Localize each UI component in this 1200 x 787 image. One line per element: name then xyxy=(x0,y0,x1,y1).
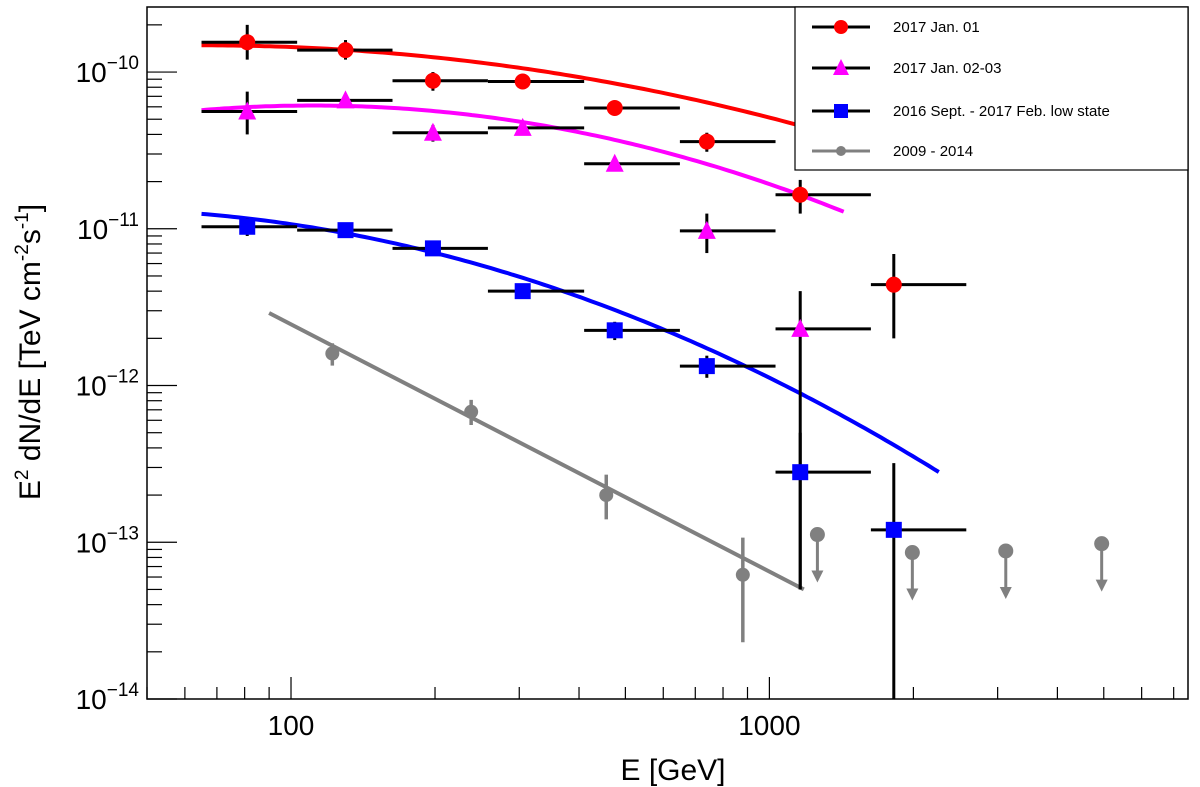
legend-label-4: 2009 - 2014 xyxy=(893,143,973,160)
data-point-s1-p2 xyxy=(392,122,488,142)
marker-square xyxy=(337,222,354,239)
data-point-s1-p3 xyxy=(487,117,585,136)
marker-circle xyxy=(514,73,531,90)
marker-circle xyxy=(239,34,256,51)
legend-label-1: 2017 Jan. 01 xyxy=(893,19,980,36)
y-tick-label: 10−14 xyxy=(76,680,140,715)
marker-square xyxy=(792,464,809,481)
x-tick-label: 1000 xyxy=(738,710,800,741)
fit-curve-series-2 xyxy=(201,211,940,474)
legend-marker-triangle-magenta xyxy=(833,59,849,75)
data-point-s3-p3 xyxy=(735,537,750,643)
x-tick-label: 100 xyxy=(268,710,315,741)
marker-square xyxy=(514,283,531,300)
legend-marker-circle-gray xyxy=(836,146,846,156)
upper-limit-s3-3 xyxy=(1094,536,1110,592)
legend-marker-circle-red xyxy=(834,20,848,34)
data-point-s2-p6 xyxy=(775,432,871,590)
y-tick-label: 10−11 xyxy=(77,210,139,245)
legend-entry-2017-jan-02-03: 2017 Jan. 02-03 xyxy=(812,59,1001,77)
data-point-s2-p5 xyxy=(679,355,776,378)
marker-square xyxy=(698,358,715,375)
data-point-s0-p4 xyxy=(584,99,680,116)
upper-limit-arrowhead xyxy=(811,570,824,583)
legend-entry-2009-2014: 2009 - 2014 xyxy=(812,143,973,160)
data-point-s0-p6 xyxy=(775,179,871,214)
data-point-s0-p0 xyxy=(201,24,298,60)
legend: 2017 Jan. 01 2017 Jan. 02-03 2016 Sept. … xyxy=(794,6,1189,171)
data-points xyxy=(201,24,1110,699)
marker-circle xyxy=(885,276,902,293)
legend-box xyxy=(794,6,1189,171)
data-point-s1-p4 xyxy=(584,153,680,172)
y-tick-label: 10−12 xyxy=(76,367,139,402)
marker-circle xyxy=(337,42,354,59)
data-point-s2-p3 xyxy=(487,283,585,300)
marker-square xyxy=(606,322,623,339)
marker-triangle xyxy=(423,122,442,141)
axis-ticks xyxy=(146,24,1175,700)
data-point-s0-p3 xyxy=(487,73,585,90)
y-tick-label: 10−10 xyxy=(76,53,139,88)
marker-circle-small xyxy=(998,543,1014,559)
marker-circle xyxy=(698,133,715,150)
upper-limit-arrowhead xyxy=(906,588,919,601)
data-point-s2-p1 xyxy=(297,222,393,239)
legend-label-3: 2016 Sept. - 2017 Feb. low state xyxy=(893,103,1110,120)
data-point-s2-p7 xyxy=(870,463,967,699)
y-axis-title: E2 dN/dE [TeV cm-2s-1] xyxy=(12,204,47,500)
fit-curve-series-3 xyxy=(268,311,805,592)
upper-limit-arrowhead xyxy=(1095,579,1108,592)
marker-square xyxy=(424,240,441,257)
legend-entry-low-state: 2016 Sept. - 2017 Feb. low state xyxy=(812,103,1110,120)
data-point-s3-p2 xyxy=(599,474,614,520)
data-point-s0-p5 xyxy=(679,132,776,152)
upper-limit-arrowhead xyxy=(999,586,1012,599)
legend-label-2: 2017 Jan. 02-03 xyxy=(893,60,1001,77)
marker-triangle xyxy=(238,101,257,120)
data-point-s0-p2 xyxy=(392,72,488,91)
y-tick-labels: 10−10 10−11 10−12 10−13 10−14 xyxy=(76,53,140,715)
marker-circle xyxy=(424,72,441,89)
data-point-s0-p7 xyxy=(870,254,967,339)
marker-circle-small xyxy=(1094,536,1110,552)
plot-frame xyxy=(146,6,1189,700)
marker-circle xyxy=(792,186,809,203)
marker-triangle xyxy=(697,220,716,239)
x-axis-title: E [GeV] xyxy=(620,754,725,787)
marker-circle-small xyxy=(735,567,750,582)
upper-limit-s3-0 xyxy=(809,527,825,583)
y-tick-label: 10−13 xyxy=(76,523,139,558)
marker-triangle xyxy=(336,90,355,109)
marker-square xyxy=(885,521,902,538)
marker-circle-small xyxy=(464,404,479,419)
marker-triangle xyxy=(791,318,810,337)
data-point-s3-p0 xyxy=(325,343,340,366)
marker-triangle xyxy=(513,117,532,136)
data-point-s1-p5 xyxy=(679,213,776,254)
data-point-s1-p6 xyxy=(775,291,871,590)
data-point-s3-p1 xyxy=(464,399,479,425)
marker-triangle xyxy=(605,153,624,172)
upper-limit-s3-2 xyxy=(998,543,1014,599)
data-point-s1-p1 xyxy=(297,90,393,109)
marker-square xyxy=(239,218,256,235)
data-point-s2-p2 xyxy=(392,240,488,257)
marker-circle xyxy=(606,99,623,116)
data-point-s2-p4 xyxy=(584,321,680,341)
data-point-s0-p1 xyxy=(297,40,393,60)
upper-limit-s3-1 xyxy=(904,545,920,601)
data-point-s2-p0 xyxy=(201,218,298,236)
x-tick-labels: 100 1000 xyxy=(268,710,801,741)
legend-entry-2017-jan-01: 2017 Jan. 01 xyxy=(812,19,980,36)
legend-marker-square-blue xyxy=(834,104,848,118)
marker-circle-small xyxy=(599,488,614,503)
marker-circle-small xyxy=(325,346,340,361)
marker-circle-small xyxy=(904,545,920,561)
marker-circle-small xyxy=(809,527,825,543)
data-point-s1-p0 xyxy=(201,91,298,135)
